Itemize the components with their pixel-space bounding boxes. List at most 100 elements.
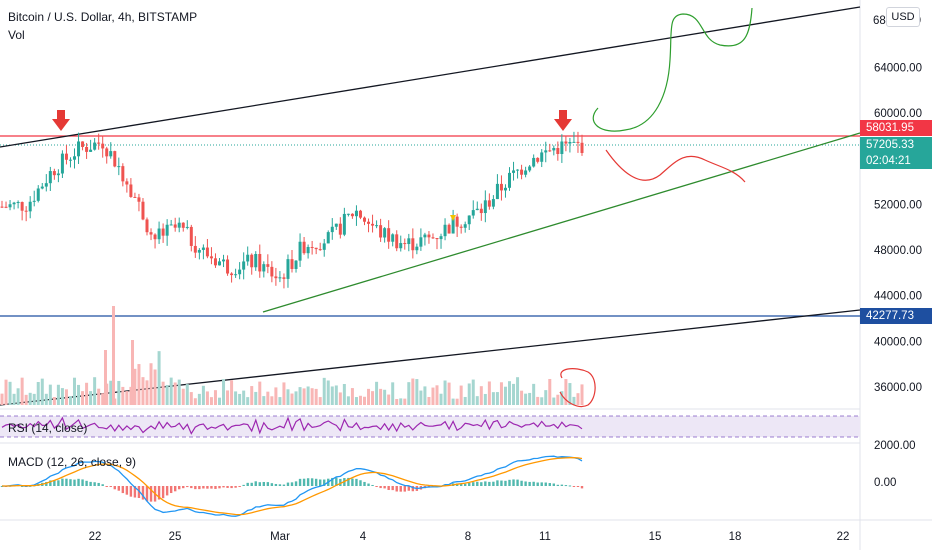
volume-bar <box>338 392 342 405</box>
volume-bar <box>73 377 76 405</box>
candle-body <box>97 142 101 144</box>
volume-bar <box>407 382 411 405</box>
volume-bar <box>290 393 294 405</box>
candle-body <box>93 142 97 150</box>
candle-body <box>395 234 399 249</box>
volume-bar <box>104 350 107 405</box>
macd-histogram-bar <box>274 483 278 486</box>
macd-histogram-bar <box>242 484 245 486</box>
candle-body <box>564 141 568 144</box>
candle-body <box>226 259 230 274</box>
candle-body <box>105 148 109 157</box>
macd-histogram-bar <box>532 481 535 486</box>
volume-bar <box>157 351 161 405</box>
macd-histogram-bar <box>512 479 515 486</box>
macd-histogram-bar <box>125 486 129 495</box>
macd-histogram-bar <box>49 480 52 486</box>
macd-histogram-bar <box>391 486 394 491</box>
volume-bar <box>234 391 238 405</box>
volume-bar <box>12 393 16 405</box>
volume-bar <box>8 381 12 405</box>
candle-body <box>129 184 133 197</box>
candle-body <box>431 237 435 239</box>
candle-body <box>463 224 467 228</box>
macd-histogram-bar <box>238 486 241 487</box>
macd-histogram-bar <box>488 481 491 486</box>
ascending-trend-line <box>262 132 861 313</box>
candle-body <box>544 150 548 153</box>
currency-button[interactable]: USD <box>886 7 920 27</box>
red-arrow-right <box>559 110 567 120</box>
candle-body <box>306 246 310 254</box>
volume-bar <box>367 388 371 405</box>
candle-body <box>185 226 189 228</box>
volume-bar <box>101 393 105 405</box>
macd-histogram-bar <box>323 479 326 486</box>
volume-bar <box>129 386 133 405</box>
volume-bar <box>218 397 221 405</box>
volume-bar <box>28 392 32 405</box>
macd-histogram-bar <box>137 486 141 498</box>
candle-body <box>520 169 524 175</box>
volume-bar <box>44 393 48 405</box>
candle-body <box>218 261 221 266</box>
candle-body <box>258 253 262 272</box>
volume-bar <box>455 398 459 405</box>
candle-body <box>141 201 145 220</box>
candle-body <box>491 199 495 207</box>
macd-histogram-bar <box>294 481 298 486</box>
candle-body <box>475 208 479 211</box>
volume-bar <box>423 386 427 405</box>
candle-body <box>165 224 169 236</box>
signal-marker <box>450 215 456 221</box>
macd-histogram-bar <box>101 484 104 486</box>
macd-histogram-bar <box>194 486 197 490</box>
candle-body <box>32 200 36 202</box>
candle-body <box>290 259 294 269</box>
macd-histogram-bar <box>335 477 338 486</box>
candle-body <box>246 254 250 262</box>
candle-body <box>334 223 338 227</box>
candle-body <box>302 241 306 254</box>
volume-bar <box>189 392 193 405</box>
macd-histogram-bar <box>403 486 406 492</box>
rsi-line <box>1 416 583 435</box>
macd-histogram-bar <box>468 483 471 486</box>
candle-body <box>508 172 511 188</box>
candle-body <box>371 223 375 226</box>
macd-histogram-bar <box>504 480 507 486</box>
support-price-tag: 42277.73 <box>860 308 932 324</box>
red-arrow-left <box>57 110 65 120</box>
volume-bar <box>403 398 407 405</box>
macd-histogram-bar <box>198 486 201 490</box>
macd-histogram-bar <box>544 482 547 486</box>
volume-bar <box>131 340 134 405</box>
volume-bar <box>153 369 157 405</box>
x-tick-label: 25 <box>169 531 182 543</box>
candle-body <box>447 224 451 234</box>
candle-body <box>28 201 32 212</box>
x-tick-label: 11 <box>539 531 551 543</box>
volume-bar <box>363 396 366 405</box>
candle-body <box>197 249 201 253</box>
macd-histogram-bar <box>371 484 374 486</box>
volume-bar <box>520 390 524 405</box>
macd-histogram-bar <box>65 478 68 486</box>
volume-bar <box>491 392 495 405</box>
candle-body <box>383 228 387 238</box>
volume-bar <box>512 383 516 405</box>
volume-bar <box>222 379 226 405</box>
signal-line <box>2 457 583 516</box>
volume-bar <box>197 393 201 405</box>
volume-bar <box>508 381 511 405</box>
candle-body <box>278 277 282 279</box>
volume-bar <box>169 377 173 405</box>
macd-histogram-bar <box>161 486 165 499</box>
macd-histogram-bar <box>105 486 108 487</box>
macd-histogram-bar <box>182 486 185 489</box>
volume-bar <box>0 393 4 405</box>
x-tick-label: 4 <box>360 531 367 543</box>
macd-histogram-bar <box>290 482 294 486</box>
macd-line <box>1 455 583 517</box>
